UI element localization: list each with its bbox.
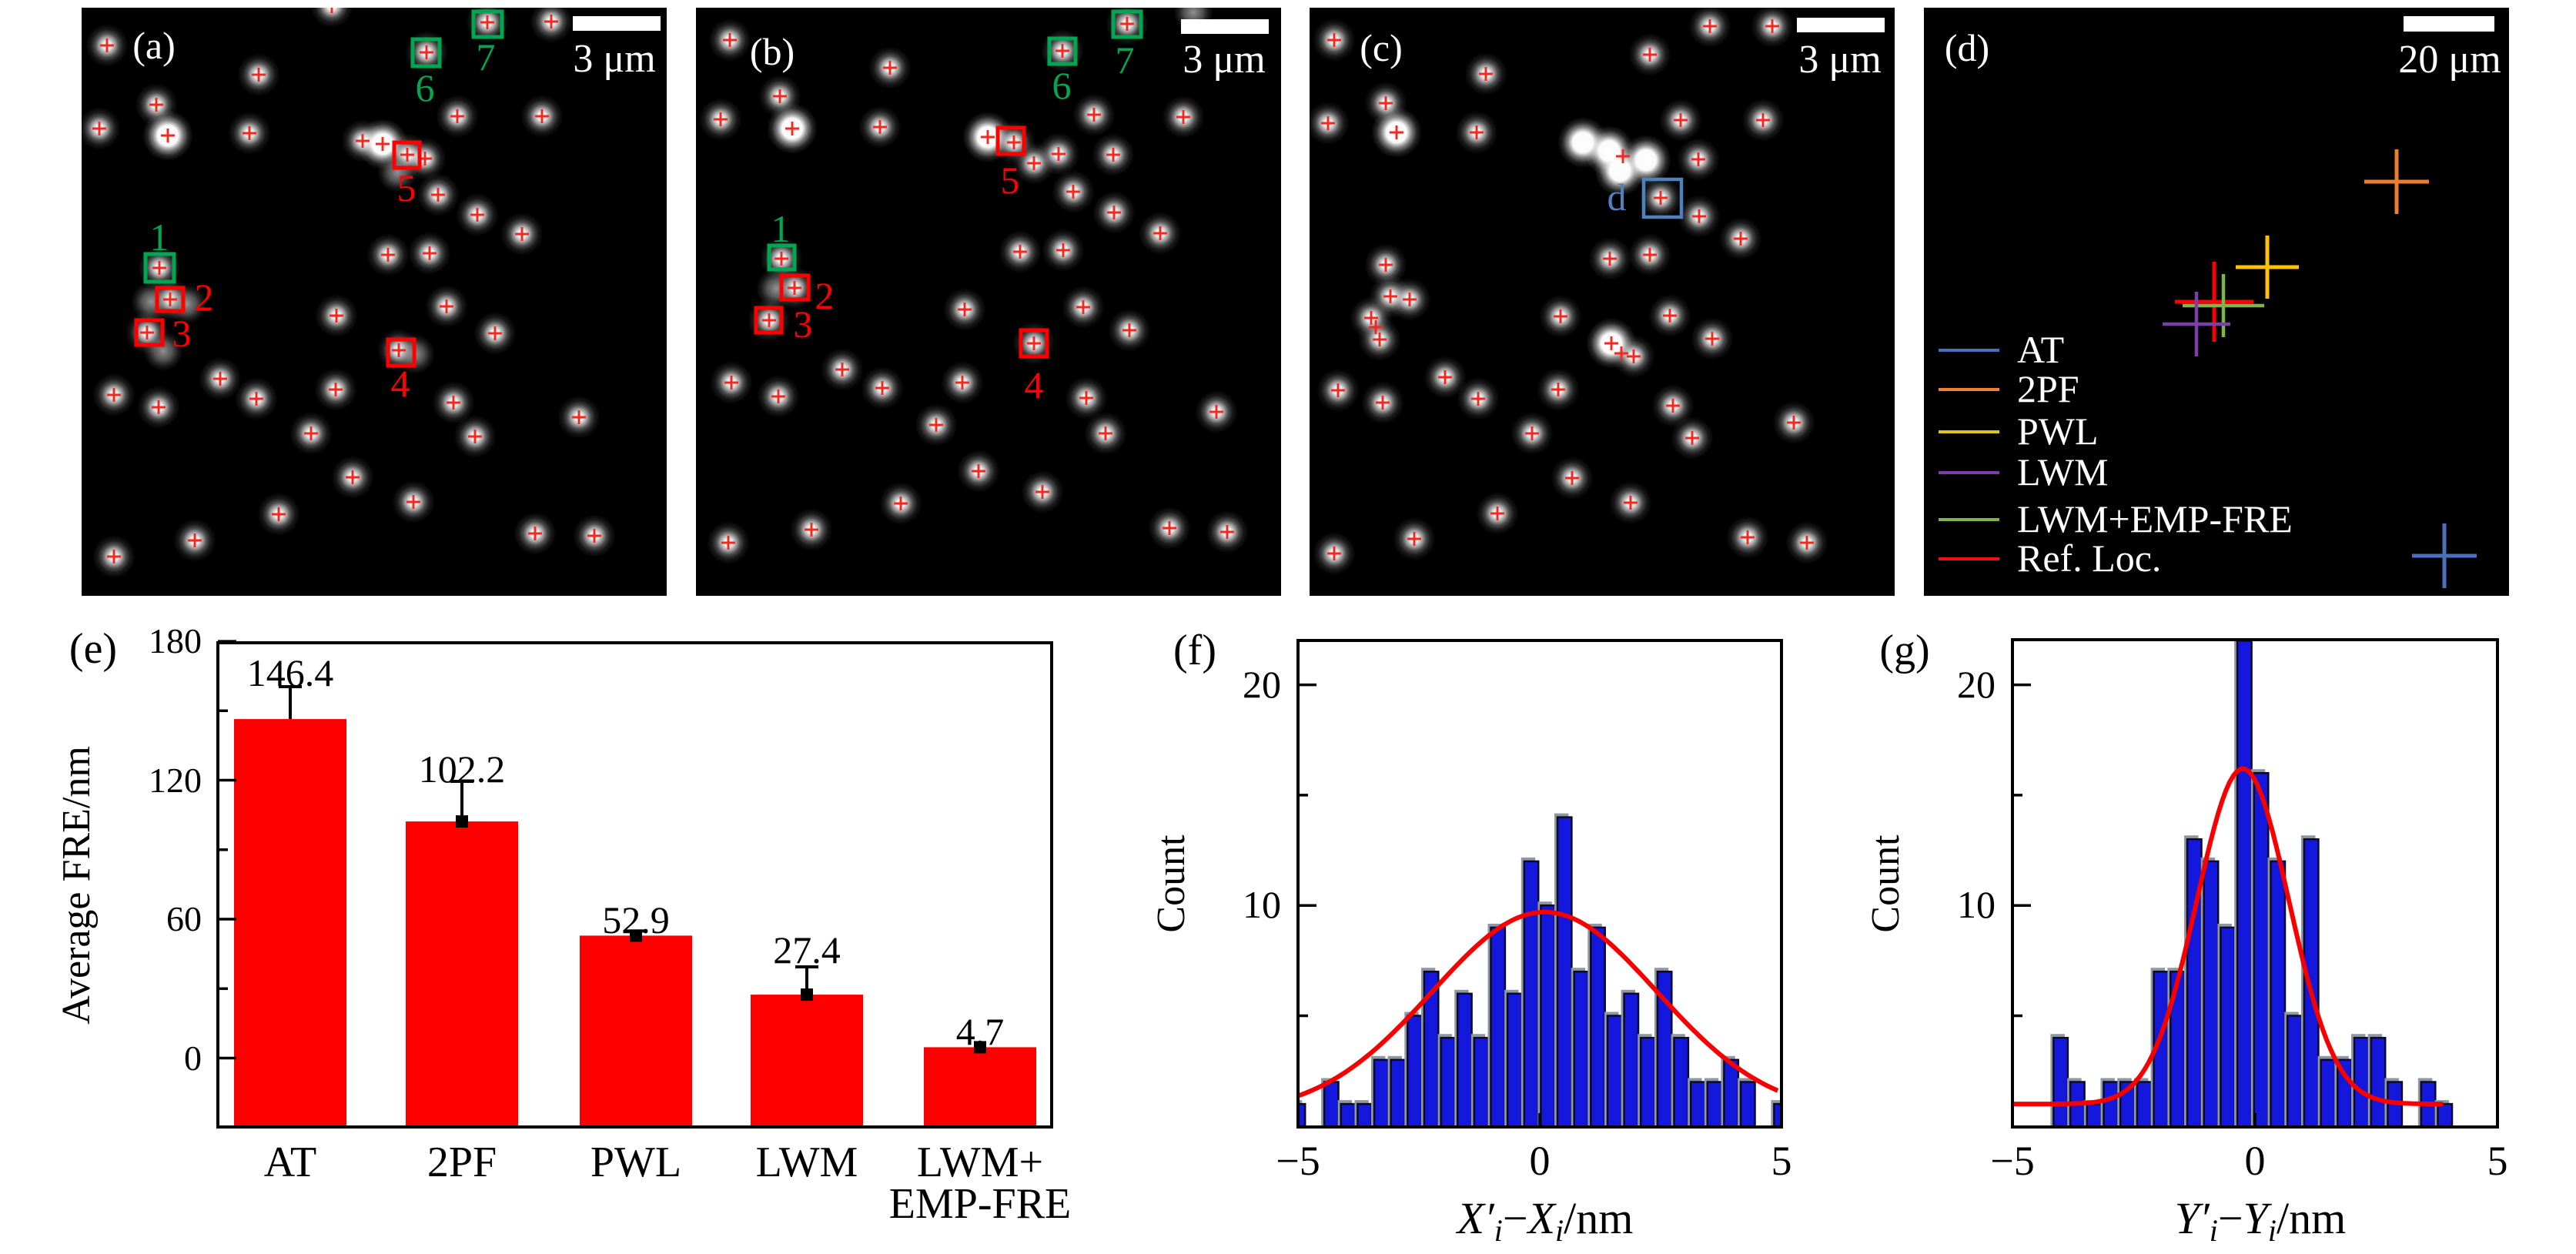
- svg-text:Average FRE/nm: Average FRE/nm: [55, 746, 99, 1025]
- svg-text:146.4: 146.4: [247, 651, 334, 694]
- svg-text:52.9: 52.9: [602, 898, 670, 941]
- svg-text:2: 2: [195, 276, 214, 319]
- svg-text:d: d: [1607, 176, 1627, 219]
- svg-text:AT: AT: [2017, 328, 2064, 371]
- svg-text:2PF: 2PF: [2017, 367, 2079, 410]
- svg-text:7: 7: [477, 35, 496, 79]
- svg-text:5: 5: [1771, 1138, 1792, 1184]
- svg-text:PWL: PWL: [2017, 410, 2099, 453]
- svg-text:20: 20: [1243, 663, 1281, 706]
- svg-text:1: 1: [771, 207, 791, 250]
- svg-text:Y′i−Yi/nm: Y′i−Yi/nm: [2175, 1193, 2346, 1248]
- svg-text:AT: AT: [264, 1139, 316, 1186]
- svg-text:4: 4: [391, 362, 410, 405]
- svg-text:2: 2: [815, 274, 835, 317]
- svg-text:(f): (f): [1173, 627, 1216, 674]
- svg-text:6: 6: [1052, 64, 1072, 107]
- svg-text:3 μm: 3 μm: [1798, 38, 1881, 82]
- svg-text:20 μm: 20 μm: [2398, 38, 2501, 82]
- svg-text:10: 10: [1957, 883, 1996, 926]
- svg-text:102.2: 102.2: [419, 747, 506, 791]
- svg-text:(e): (e): [69, 625, 117, 673]
- svg-text:20: 20: [1957, 663, 1996, 706]
- svg-text:(g): (g): [1879, 627, 1929, 674]
- svg-text:180: 180: [149, 621, 202, 660]
- svg-text:(b): (b): [750, 30, 795, 73]
- svg-text:5: 5: [397, 166, 417, 209]
- svg-text:5: 5: [2487, 1138, 2508, 1184]
- svg-text:0: 0: [2245, 1138, 2266, 1184]
- svg-text:0: 0: [1530, 1138, 1551, 1184]
- svg-text:6: 6: [416, 66, 435, 109]
- svg-text:3 μm: 3 μm: [573, 37, 655, 81]
- svg-text:LWM+: LWM+: [917, 1139, 1043, 1186]
- svg-text:4: 4: [1025, 363, 1044, 406]
- svg-text:X′i−Xi/nm: X′i−Xi/nm: [1456, 1193, 1634, 1248]
- svg-text:EMP-FRE: EMP-FRE: [889, 1180, 1072, 1228]
- svg-text:3: 3: [172, 312, 192, 355]
- svg-text:(d): (d): [1945, 26, 1989, 69]
- svg-text:60: 60: [166, 899, 202, 938]
- svg-text:5: 5: [1001, 159, 1020, 202]
- svg-text:2PF: 2PF: [427, 1139, 497, 1186]
- svg-text:Count: Count: [1149, 834, 1193, 933]
- svg-text:(c): (c): [1360, 26, 1403, 69]
- svg-text:PWL: PWL: [590, 1139, 681, 1186]
- svg-text:3 μm: 3 μm: [1183, 38, 1265, 82]
- svg-text:LWM: LWM: [2017, 450, 2108, 493]
- svg-text:10: 10: [1243, 883, 1281, 926]
- svg-text:LWM+EMP-FRE: LWM+EMP-FRE: [2017, 497, 2293, 540]
- svg-text:−5: −5: [1276, 1138, 1320, 1184]
- svg-text:−5: −5: [1990, 1138, 2034, 1184]
- svg-text:120: 120: [149, 761, 202, 800]
- svg-text:Ref. Loc.: Ref. Loc.: [2017, 537, 2161, 580]
- svg-text:27.4: 27.4: [773, 928, 841, 971]
- svg-text:LWM: LWM: [756, 1139, 858, 1186]
- svg-text:4.7: 4.7: [956, 1010, 1005, 1053]
- svg-text:Count: Count: [1864, 834, 1908, 933]
- svg-text:0: 0: [184, 1038, 202, 1078]
- svg-text:(a): (a): [132, 24, 176, 67]
- svg-text:7: 7: [1116, 38, 1135, 82]
- svg-text:1: 1: [150, 216, 169, 259]
- svg-text:3: 3: [794, 303, 813, 346]
